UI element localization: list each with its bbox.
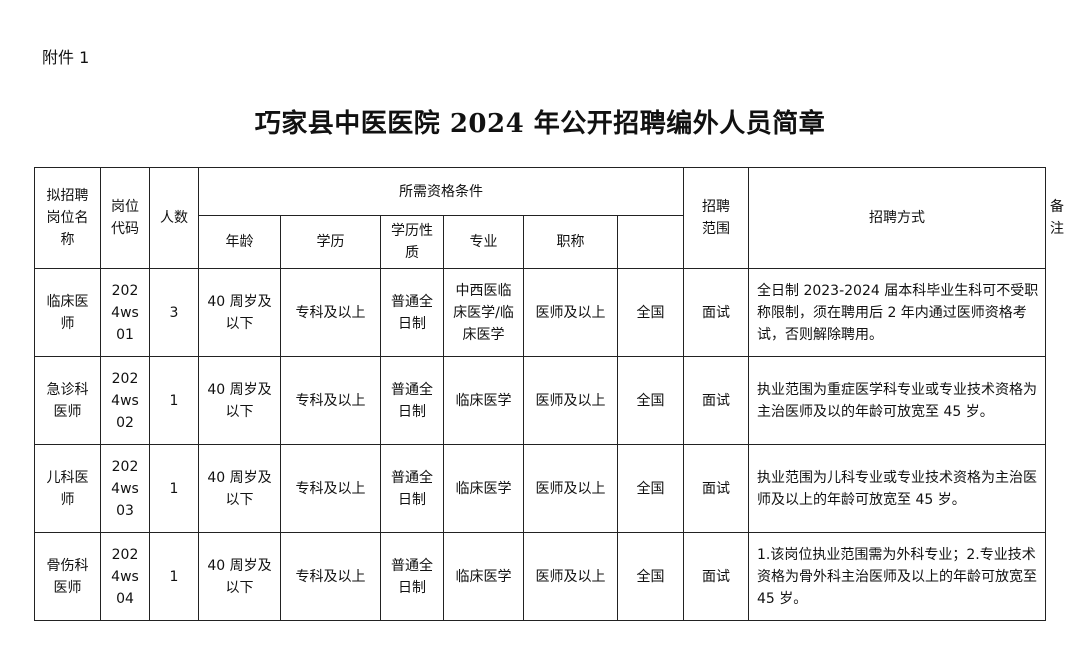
cell-scope: 全国 — [617, 532, 684, 621]
cell-major: 临床医学 — [443, 532, 524, 621]
cell-education: 专科及以上 — [280, 532, 381, 621]
cell-position: 临床医师 — [34, 268, 101, 357]
cell-education-type: 普通全日制 — [380, 268, 444, 357]
recruitment-table: 拟招聘岗位名称 岗位代码 人数 所需资格条件 招聘范围 招聘方式 备注 年龄 学… — [34, 167, 1064, 621]
cell-major: 中西医临床医学/临床医学 — [443, 268, 524, 357]
cell-scope: 全国 — [617, 444, 684, 533]
cell-remarks: 执业范围为儿科专业或专业技术资格为主治医师及以上的年龄可放宽至 45 岁。 — [748, 444, 1046, 533]
cell-count: 1 — [149, 532, 199, 621]
cell-scope: 全国 — [617, 356, 684, 445]
cell-code: 2024ws03 — [100, 444, 150, 533]
header-row: 拟招聘岗位名称 岗位代码 人数 所需资格条件 招聘范围 招聘方式 备注 — [34, 167, 1064, 269]
cell-position: 急诊科医师 — [34, 356, 101, 445]
cell-position: 儿科医师 — [34, 444, 101, 533]
cell-method: 面试 — [683, 444, 749, 533]
cell-method: 面试 — [683, 532, 749, 621]
cell-title: 医师及以上 — [523, 268, 618, 357]
header-title: 职称 — [523, 215, 618, 269]
header-count: 人数 — [149, 167, 199, 269]
cell-age: 40 周岁及以下 — [198, 268, 281, 357]
cell-age: 40 周岁及以下 — [198, 532, 281, 621]
cell-code: 2024ws02 — [100, 356, 150, 445]
header-age: 年龄 — [198, 215, 281, 269]
cell-method: 面试 — [683, 356, 749, 445]
cell-count: 3 — [149, 268, 199, 357]
cell-education-type: 普通全日制 — [380, 356, 444, 445]
attachment-label: 附件 1 — [42, 48, 90, 67]
header-position: 拟招聘岗位名称 — [34, 167, 101, 269]
cell-method: 面试 — [683, 268, 749, 357]
header-education: 学历 — [280, 215, 381, 269]
cell-code: 2024ws04 — [100, 532, 150, 621]
cell-education: 专科及以上 — [280, 444, 381, 533]
header-code: 岗位代码 — [100, 167, 150, 269]
cell-age: 40 周岁及以下 — [198, 444, 281, 533]
header-qualifications: 所需资格条件 — [198, 167, 684, 216]
cell-count: 1 — [149, 444, 199, 533]
cell-count: 1 — [149, 356, 199, 445]
cell-title: 医师及以上 — [523, 356, 618, 445]
cell-scope: 全国 — [617, 268, 684, 357]
cell-education: 专科及以上 — [280, 356, 381, 445]
cell-title: 医师及以上 — [523, 444, 618, 533]
header-method: 招聘方式 — [748, 167, 1046, 269]
cell-major: 临床医学 — [443, 444, 524, 533]
table-row: 临床医师 2024ws01 3 40 周岁及以下 专科及以上 普通全日制 中西医临床医学/临… — [34, 268, 1046, 357]
cell-title: 医师及以上 — [523, 532, 618, 621]
table-row: 急诊科医师 2024ws02 1 40 周岁及以下 专科及以上 普通全日制 临床医学 医师及以… — [34, 356, 1046, 445]
cell-remarks: 执业范围为重症医学科专业或专业技术资格为主治医师及以的年龄可放宽至 45 岁。 — [748, 356, 1046, 445]
cell-remarks: 全日制 2023-2024 届本科毕业生科可不受职称限制，须在聘用后 2 年内通… — [748, 268, 1046, 357]
table-row: 骨伤科医师 2024ws04 1 40 周岁及以下 专科及以上 普通全日制 临床医学 医师及以… — [34, 532, 1046, 621]
cell-education-type: 普通全日制 — [380, 532, 444, 621]
document-title: 巧家县中医医院 2024 年公开招聘编外人员简章 — [254, 109, 826, 139]
header-education-type: 学历性质 — [380, 215, 444, 269]
cell-code: 2024ws01 — [100, 268, 150, 357]
table-row: 儿科医师 2024ws03 1 40 周岁及以下 专科及以上 普通全日制 临床医学 医师及以上… — [34, 444, 1046, 533]
cell-education-type: 普通全日制 — [380, 444, 444, 533]
subheader-row: 年龄 学历 学历性质 专业 职称 — [35, 215, 1046, 269]
cell-education: 专科及以上 — [280, 268, 381, 357]
header-major: 专业 — [443, 215, 524, 269]
cell-major: 临床医学 — [443, 356, 524, 445]
header-scope: 招聘范围 — [683, 167, 749, 269]
cell-remarks: 1.该岗位执业范围需为外科专业；2.专业技术资格为骨外科主治医师及以上的年龄可放… — [748, 532, 1046, 621]
cell-position: 骨伤科医师 — [34, 532, 101, 621]
cell-age: 40 周岁及以下 — [198, 356, 281, 445]
